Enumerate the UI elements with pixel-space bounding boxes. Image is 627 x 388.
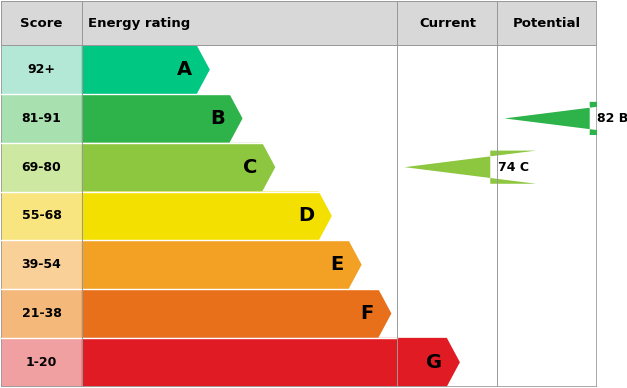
Bar	[398, 2, 497, 45]
Text: 21-38: 21-38	[22, 307, 61, 320]
Text: 82 B: 82 B	[598, 112, 627, 125]
Bar	[82, 2, 398, 45]
Text: E: E	[330, 255, 344, 274]
Bar	[1, 143, 82, 192]
Polygon shape	[82, 289, 391, 338]
Text: F: F	[361, 304, 374, 323]
Polygon shape	[82, 192, 332, 240]
Text: Potential: Potential	[513, 17, 581, 30]
Bar	[1, 338, 82, 386]
Bar	[1, 240, 82, 289]
Bar	[1, 94, 82, 143]
Polygon shape	[505, 102, 627, 135]
Polygon shape	[82, 45, 210, 94]
Text: 69-80: 69-80	[22, 161, 61, 174]
Text: Energy rating: Energy rating	[88, 17, 190, 30]
Bar	[1, 192, 82, 240]
Bar	[1, 45, 82, 94]
Text: A: A	[177, 60, 192, 79]
Text: B: B	[210, 109, 224, 128]
Text: 55-68: 55-68	[22, 210, 61, 222]
Text: 39-54: 39-54	[22, 258, 61, 271]
Bar	[1, 289, 82, 338]
Text: 92+: 92+	[28, 63, 56, 76]
Text: Current: Current	[419, 17, 476, 30]
Polygon shape	[82, 338, 460, 386]
Text: C: C	[243, 158, 258, 177]
Text: D: D	[298, 206, 314, 225]
Polygon shape	[404, 151, 536, 184]
Polygon shape	[82, 143, 275, 192]
Bar	[1, 2, 82, 45]
Text: G: G	[426, 353, 442, 372]
Text: 81-91: 81-91	[22, 112, 61, 125]
Text: Score: Score	[21, 17, 63, 30]
Polygon shape	[82, 240, 362, 289]
Text: 1-20: 1-20	[26, 356, 57, 369]
Text: 74 C: 74 C	[498, 161, 529, 174]
Polygon shape	[82, 94, 243, 143]
Bar	[497, 2, 597, 45]
